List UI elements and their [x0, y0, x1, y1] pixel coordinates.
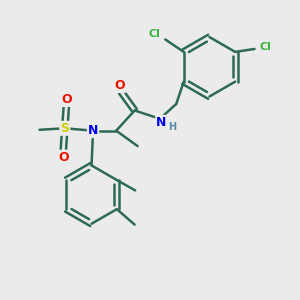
Text: O: O: [58, 151, 69, 164]
Text: O: O: [115, 79, 125, 92]
Text: N: N: [156, 116, 167, 129]
Text: O: O: [61, 93, 72, 106]
Text: N: N: [88, 124, 98, 137]
Text: Cl: Cl: [149, 29, 161, 39]
Text: Cl: Cl: [260, 42, 272, 52]
Text: S: S: [60, 122, 69, 135]
Text: H: H: [168, 122, 176, 132]
